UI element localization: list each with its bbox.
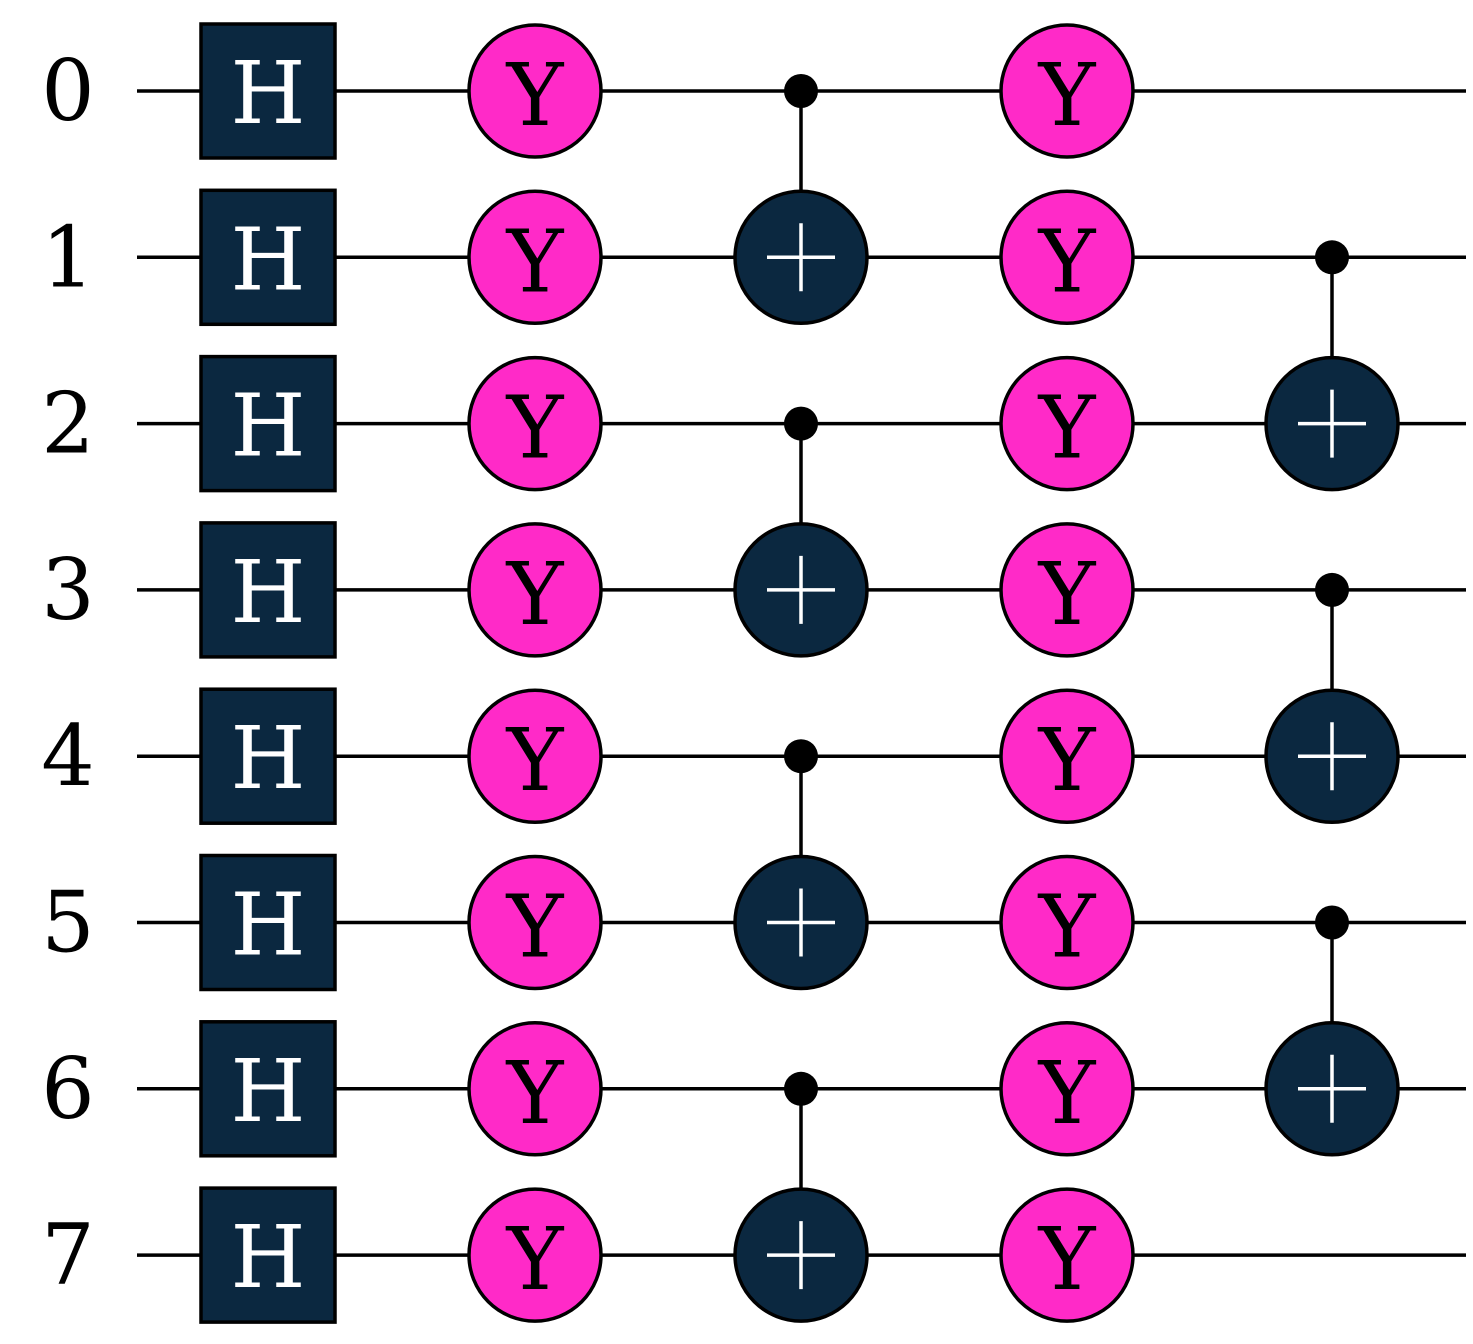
y-gate-label: Y xyxy=(506,878,565,978)
h-gate: H xyxy=(199,1186,337,1324)
y-gate-circle xyxy=(999,23,1135,159)
y-gate-label: Y xyxy=(506,711,565,811)
y-gate-label: Y xyxy=(506,545,565,645)
y-gate: Y xyxy=(467,688,603,824)
y-gate: Y xyxy=(467,355,603,492)
y-gate-circle xyxy=(999,189,1135,326)
y-gate-circle xyxy=(467,688,603,824)
y-gate: Y xyxy=(999,23,1135,159)
h-gate: H xyxy=(199,22,337,160)
y-gate: Y xyxy=(467,854,603,991)
cnot-target xyxy=(733,189,869,326)
y-gate-circle xyxy=(999,854,1135,991)
y-gate-circle xyxy=(999,355,1135,492)
y-gate-circle xyxy=(467,522,603,658)
y-gate-circle xyxy=(467,23,603,159)
y-gate-circle xyxy=(467,1021,603,1157)
h-gate-label: H xyxy=(231,377,306,477)
cnot-target xyxy=(1264,355,1400,492)
cnot-control-dot xyxy=(784,1071,818,1106)
y-gate-label: Y xyxy=(1038,1210,1097,1310)
cnot-target xyxy=(733,522,869,658)
y-gate-label: Y xyxy=(1038,1044,1097,1144)
h-gate: H xyxy=(199,354,337,493)
qubit-label: 4 xyxy=(41,707,94,805)
h-gate-label: H xyxy=(231,44,306,144)
h-gate-box xyxy=(199,22,337,160)
y-gate-circle xyxy=(467,189,603,326)
y-gate: Y xyxy=(999,1021,1135,1157)
h-gate-box xyxy=(199,354,337,493)
y-gate-circle xyxy=(467,355,603,492)
y-gate: Y xyxy=(467,522,603,658)
h-gate-label: H xyxy=(231,210,306,310)
y-gate-circle xyxy=(467,1187,603,1323)
y-gate: Y xyxy=(467,1021,603,1157)
y-gate-circle xyxy=(999,1021,1135,1157)
cnot-target xyxy=(733,854,869,991)
y-gate-circle xyxy=(999,1187,1135,1323)
h-gate-label: H xyxy=(231,543,306,643)
y-gate-label: Y xyxy=(1038,878,1097,978)
qubit-label: 0 xyxy=(41,42,94,140)
h-gate-box xyxy=(199,687,337,825)
h-gate-box xyxy=(199,1020,337,1158)
qubit-label: 5 xyxy=(41,874,94,972)
h-gate: H xyxy=(199,687,337,825)
h-gate-box xyxy=(199,521,337,659)
h-gate-label: H xyxy=(231,1208,306,1308)
qubit-label: 1 xyxy=(41,208,94,306)
cnot-control-dot xyxy=(784,739,818,774)
y-gate: Y xyxy=(999,1187,1135,1323)
y-gate: Y xyxy=(999,355,1135,492)
h-gate-box xyxy=(199,1186,337,1324)
h-gate-box xyxy=(199,188,337,327)
cnot-target xyxy=(1264,1021,1400,1157)
qubit-label: 2 xyxy=(41,375,94,473)
h-gate: H xyxy=(199,1020,337,1158)
cnot-control-dot xyxy=(1315,572,1349,607)
cnot-target xyxy=(1264,688,1400,824)
y-gate: Y xyxy=(999,688,1135,824)
y-gate-circle xyxy=(999,522,1135,658)
y-gate-label: Y xyxy=(506,212,565,312)
y-gate: Y xyxy=(999,522,1135,658)
h-gate-label: H xyxy=(231,709,306,809)
qubit-label: 6 xyxy=(41,1040,94,1138)
cnot-control-dot xyxy=(1315,905,1349,940)
h-gate: H xyxy=(199,188,337,327)
h-gate-box xyxy=(199,853,337,992)
y-gate-label: Y xyxy=(506,46,565,146)
y-gate-label: Y xyxy=(1038,545,1097,645)
h-gate-label: H xyxy=(231,876,306,976)
y-gate-label: Y xyxy=(1038,711,1097,811)
qubit-label: 7 xyxy=(41,1206,94,1304)
y-gate-circle xyxy=(467,854,603,991)
h-gate: H xyxy=(199,521,337,659)
qubit-label: 3 xyxy=(41,541,94,639)
cnot-control-dot xyxy=(1315,240,1349,275)
qubit-labels: 0 1 2 3 4 5 6 7 xyxy=(41,42,94,1304)
y-gate-label: Y xyxy=(506,379,565,479)
y-gate-label: Y xyxy=(1038,212,1097,312)
cnot-control-dot xyxy=(784,406,818,441)
y-gate-circle xyxy=(999,688,1135,824)
y-gate-label: Y xyxy=(506,1210,565,1310)
y-gate-label: Y xyxy=(1038,46,1097,146)
y-gate: Y xyxy=(999,189,1135,326)
h-gate: H xyxy=(199,853,337,992)
y-gate: Y xyxy=(999,854,1135,991)
y-gate: Y xyxy=(467,23,603,159)
cnot-target xyxy=(733,1187,869,1323)
h-gate-label: H xyxy=(231,1042,306,1142)
y-gate-label: Y xyxy=(506,1044,565,1144)
cnot-control-dot xyxy=(784,74,818,108)
y-gate: Y xyxy=(467,1187,603,1323)
y-gate: Y xyxy=(467,189,603,326)
y-gate-label: Y xyxy=(1038,379,1097,479)
